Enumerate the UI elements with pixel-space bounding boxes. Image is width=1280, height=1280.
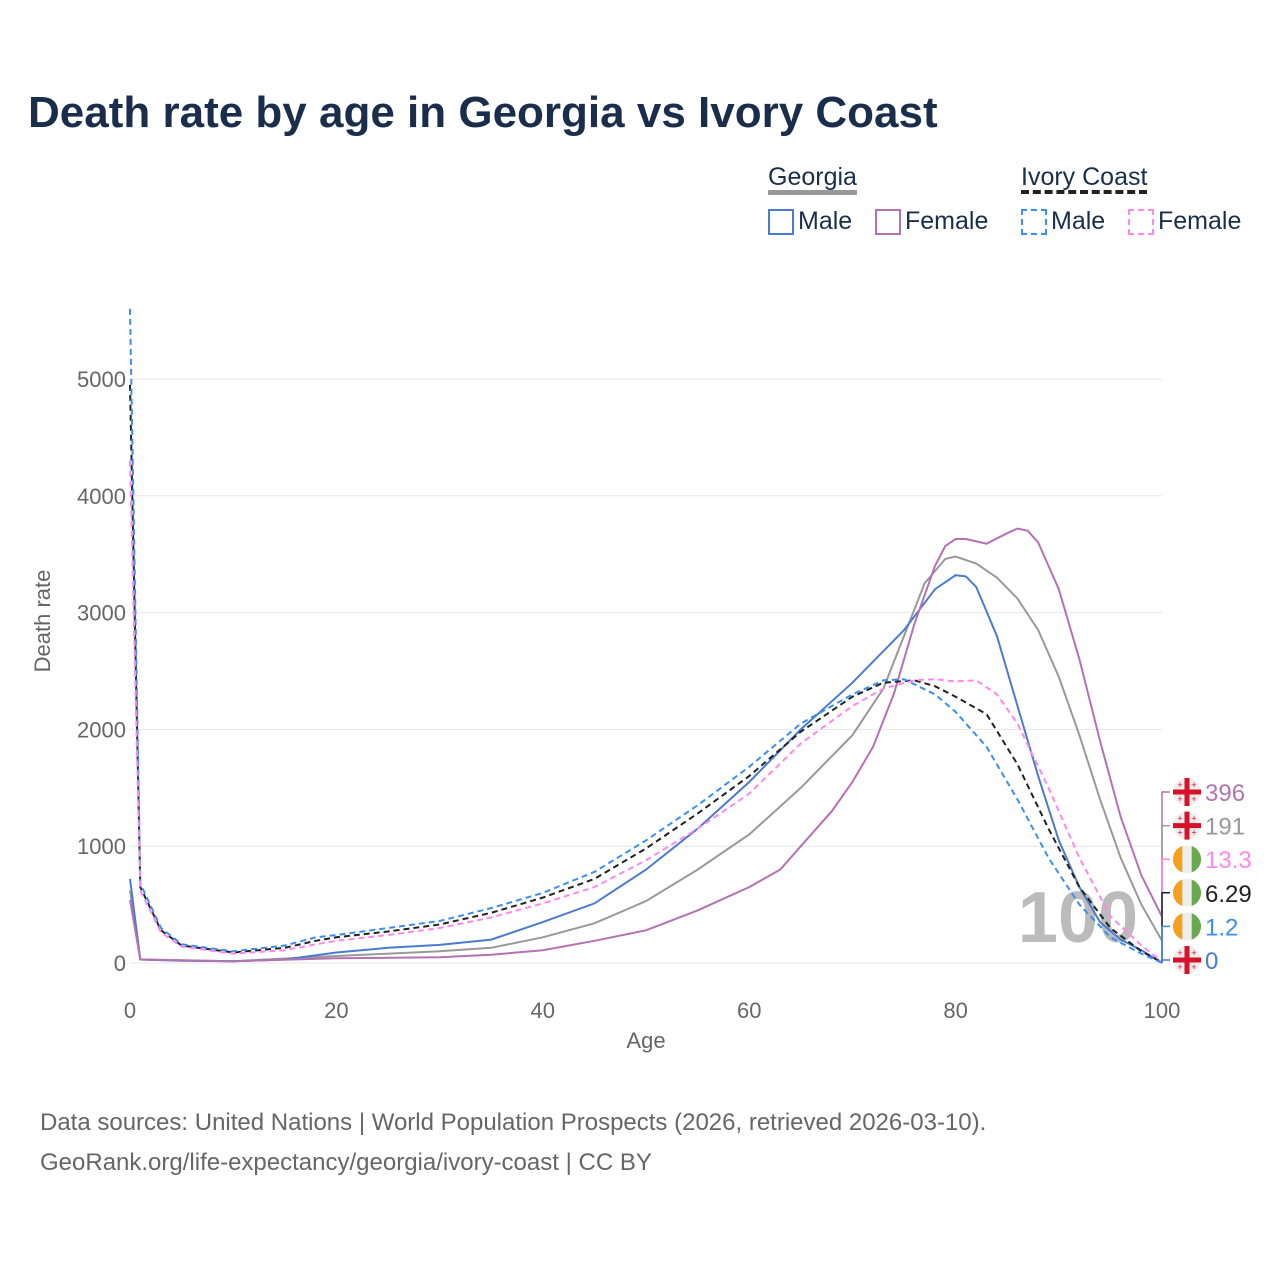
legend-label: Female [1158,207,1242,235]
legend-label: Male [1051,207,1106,235]
legend-ivory-coast: Ivory Coast [1021,164,1148,194]
georgia-flag-icon: + [1191,948,1196,958]
chart-title: Death rate by age in Georgia vs Ivory Co… [28,88,938,137]
georgia-flag-icon [1184,778,1190,806]
end-label-connector [1161,791,1170,917]
x-tick-label: 100 [1144,998,1181,1023]
end-label-connector [1161,824,1170,941]
y-tick-label: 5000 [77,367,126,392]
age-watermark: 100 [1018,878,1138,958]
ivory-coast-flag-icon [1172,913,1183,940]
end-value-label: 6.29 [1205,881,1252,908]
end-value-label: 13.3 [1205,847,1252,874]
georgia-flag-icon [1184,946,1190,974]
end-value-label: 396 [1205,780,1245,807]
end-value-label: 191 [1205,814,1245,841]
series-line-ivory-coast-female [129,460,1163,963]
ivory-coast-flag-icon [1191,879,1202,906]
georgia-flag-icon: + [1177,962,1182,972]
georgia-flag-icon [1184,811,1190,840]
legend-label: Male [798,207,853,235]
x-tick-label: 60 [737,998,761,1023]
footer-sources: Data sources: United Nations | World Pop… [40,1109,987,1136]
series-line-georgia-male [129,574,1163,964]
y-axis-label: Death rate [30,570,55,673]
legend-label: Female [905,207,989,235]
georgia-flag-icon: + [1191,962,1196,972]
georgia-flag-icon: + [1191,780,1196,790]
series-line-ivory-coast-male [129,308,1163,964]
legend-ivory-female: Female [1128,207,1241,236]
x-tick-label: 80 [943,998,967,1023]
georgia-flag-icon: + [1177,948,1182,958]
ivory-coast-flag-icon [1172,846,1183,873]
y-tick-label: 2000 [77,717,126,742]
x-tick-label: 0 [124,998,136,1023]
x-axis-label: Age [626,1028,665,1053]
georgia-flag-icon: + [1191,814,1196,824]
georgia-flag-icon: + [1191,828,1196,838]
footer-link[interactable]: GeoRank.org/life-expectancy/georgia/ivor… [40,1149,652,1176]
legend-georgia-female: Female [875,207,988,236]
georgia-flag-icon: + [1177,780,1182,790]
y-tick-label: 1000 [77,834,126,859]
end-label-connector [1161,925,1170,963]
end-value-label: 0 [1205,948,1218,975]
georgia-flag-icon: + [1191,794,1196,804]
y-tick-label: 4000 [77,484,126,509]
series-line-georgia [129,555,1163,963]
y-tick-label: 0 [114,951,126,976]
series-line-georgia-female [129,527,1163,963]
end-label-connector [1161,959,1170,963]
end-label-connector [1161,892,1170,963]
x-tick-label: 20 [324,998,348,1023]
end-value-label: 1.2 [1205,914,1238,941]
end-label-connector [1161,858,1170,962]
ivory-coast-flag-icon [1191,913,1202,940]
legend-ivory-male: Male [1021,207,1105,236]
x-tick-label: 40 [531,998,555,1023]
georgia-flag-icon: + [1177,814,1182,824]
georgia-flag-icon: + [1177,794,1182,804]
series-line-ivory-coast [129,384,1163,964]
legend-georgia-male: Male [768,207,852,236]
y-tick-label: 3000 [77,601,126,626]
georgia-flag-icon: + [1177,828,1182,838]
ivory-coast-flag-icon [1172,879,1183,906]
legend-georgia: Georgia [768,164,857,195]
ivory-coast-flag-icon [1191,846,1202,873]
